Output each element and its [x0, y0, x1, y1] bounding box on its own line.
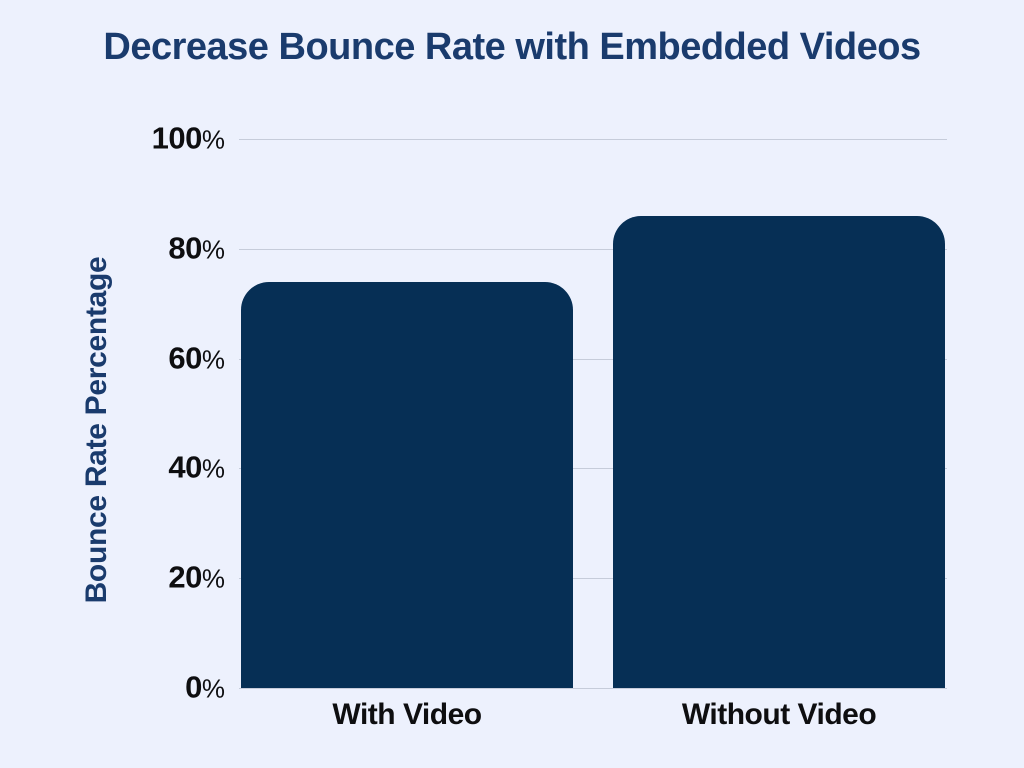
- y-tick-number: 40: [168, 449, 202, 485]
- y-tick-number: 60: [168, 339, 202, 375]
- y-tick-label-40: 40%: [65, 450, 225, 486]
- y-tick-number: 0: [185, 669, 202, 705]
- chart-title: Decrease Bounce Rate with Embedded Video…: [103, 26, 921, 68]
- x-category-label-with-video: With Video: [332, 698, 482, 731]
- percent-sign: %: [201, 673, 225, 704]
- gridline-100: [239, 139, 947, 140]
- plot-area: [239, 139, 947, 689]
- y-tick-label-20: 20%: [65, 559, 225, 595]
- x-category-label-without-video: Without Video: [681, 698, 877, 731]
- y-axis-title: Bounce Rate Percentage: [80, 256, 113, 604]
- y-tick-label-0: 0%: [65, 669, 225, 705]
- bar-without-video: [613, 215, 945, 688]
- gridline-80: [239, 248, 947, 250]
- gridline-40: [239, 468, 947, 470]
- y-tick-number: 20: [168, 559, 202, 595]
- gridline-60: [239, 358, 947, 360]
- percent-sign: %: [201, 563, 225, 594]
- y-tick-number: 80: [168, 230, 202, 266]
- percent-sign: %: [201, 343, 225, 374]
- gridline-0: [239, 688, 947, 689]
- percent-sign: %: [201, 234, 225, 265]
- bar-with-video: [241, 281, 573, 688]
- y-tick-number: 100: [151, 120, 203, 156]
- gridline-20: [239, 578, 947, 580]
- y-tick-label-60: 60%: [65, 340, 225, 376]
- percent-sign: %: [201, 453, 225, 484]
- y-tick-label-100: 100%: [65, 120, 225, 156]
- percent-sign: %: [201, 124, 225, 155]
- y-tick-label-80: 80%: [65, 230, 225, 266]
